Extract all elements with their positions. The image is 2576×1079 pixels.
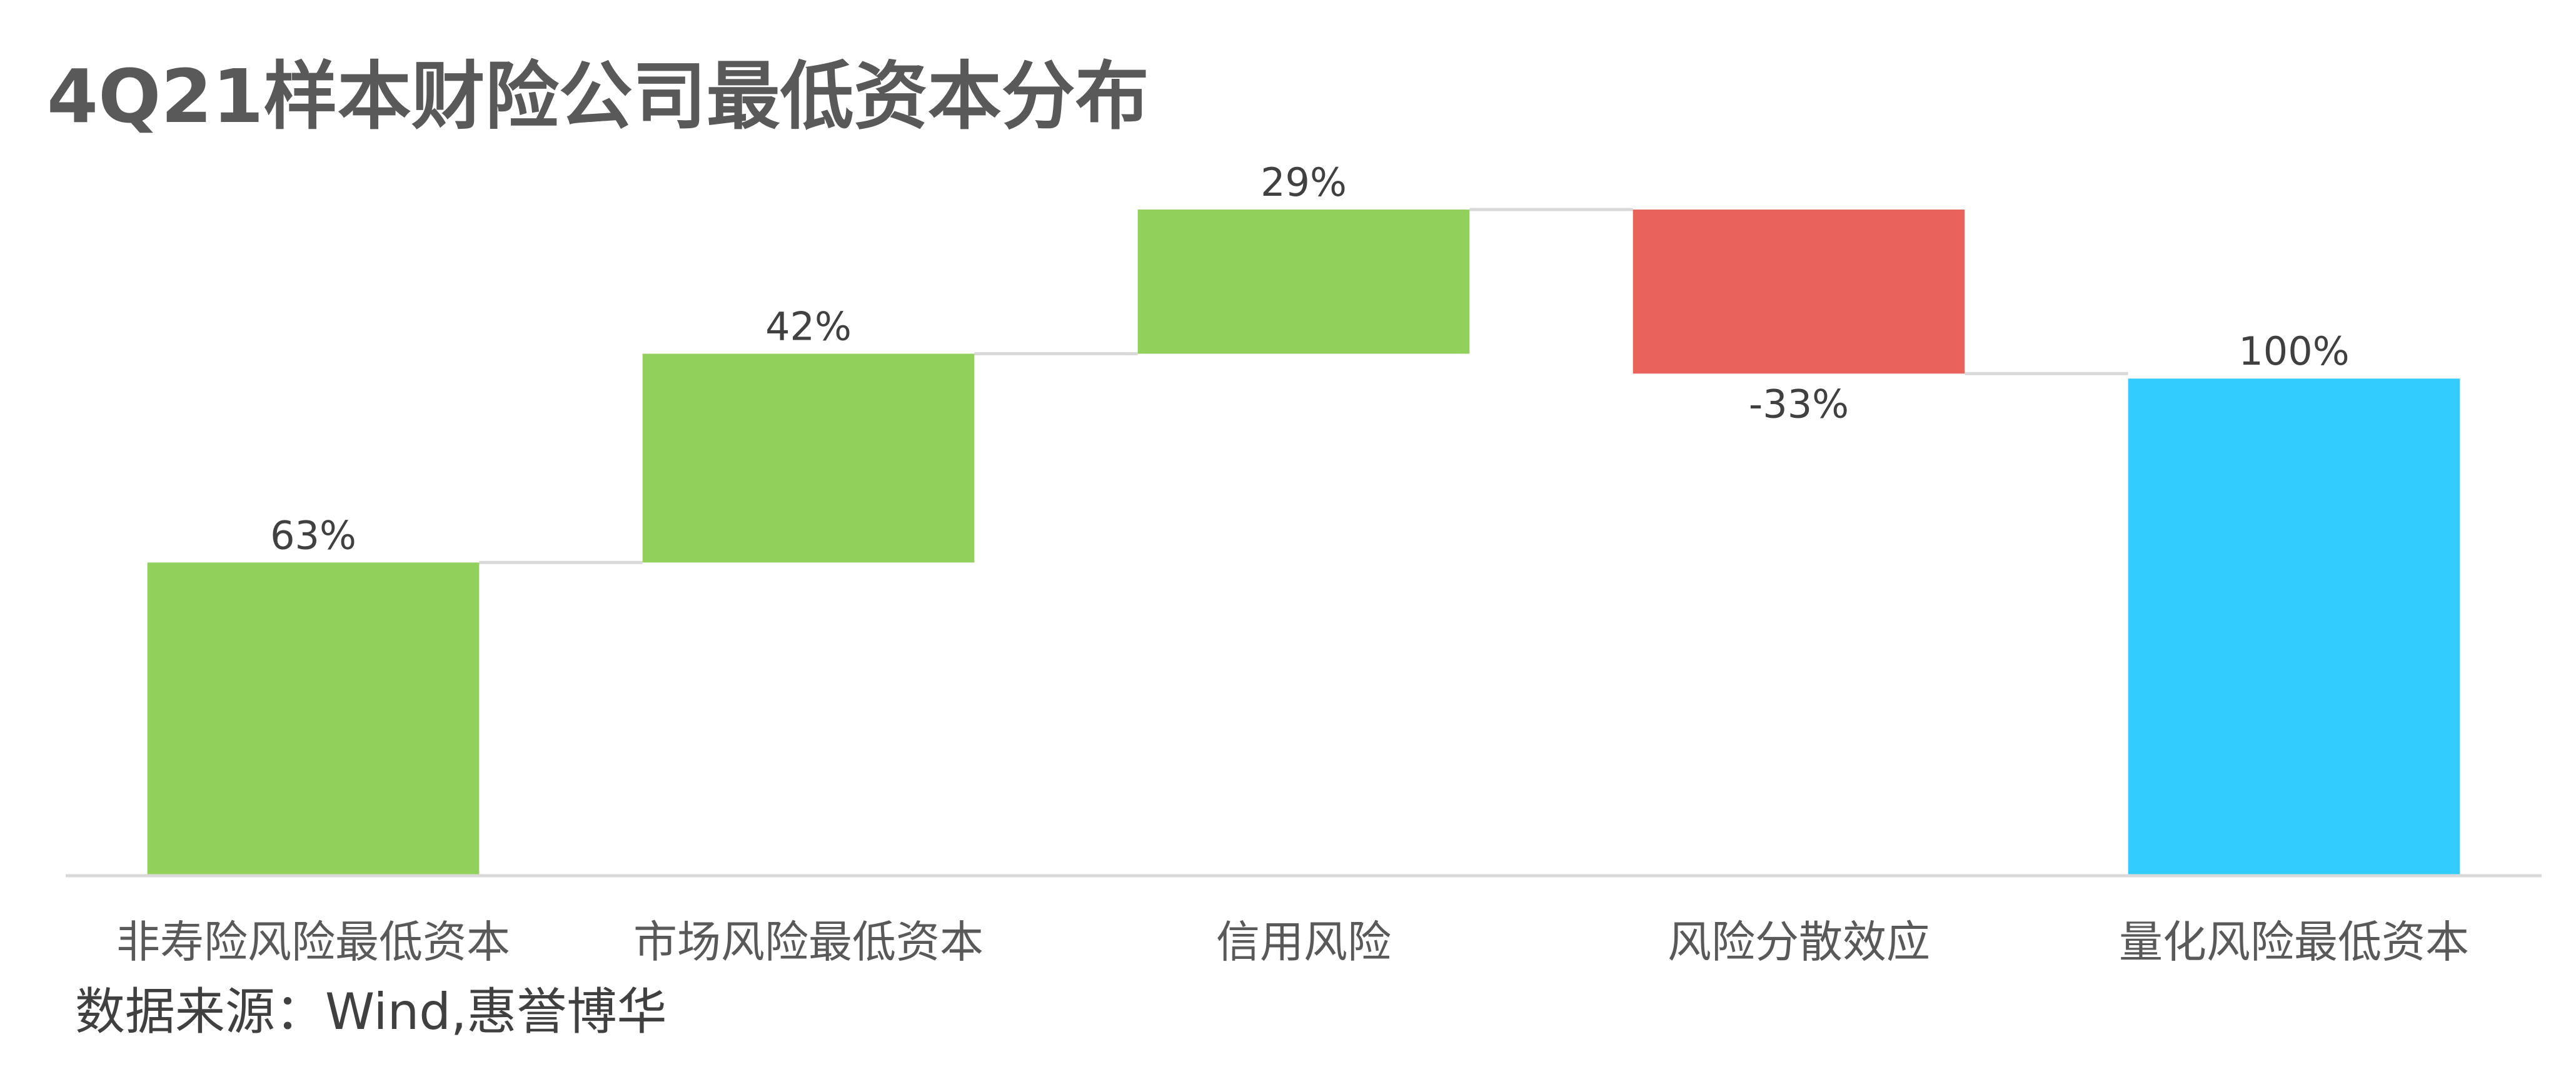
- data-label-4: -33%: [1749, 381, 1849, 427]
- category-label-4: 风险分散效应: [1668, 916, 1930, 968]
- source-note: 数据来源：Wind,惠誉博华: [75, 983, 667, 1041]
- category-label-2: 市场风险最低资本: [633, 916, 984, 968]
- category-label-5: 量化风险最低资本: [2119, 916, 2469, 968]
- data-label-3: 29%: [1260, 160, 1347, 205]
- bar-3: [1137, 210, 1470, 354]
- bar-4: [1633, 210, 1965, 374]
- bar-2: [642, 353, 975, 563]
- category-label-1: 非寿险风险最低资本: [116, 916, 510, 968]
- data-label-1: 63%: [270, 512, 356, 558]
- category-labels-group: 非寿险风险最低资本 市场风险最低资本 信用风险 风险分散效应 量化风险最低资本: [116, 916, 2469, 968]
- category-label-3: 信用风险: [1216, 916, 1391, 968]
- chart-title: 4Q21样本财险公司最低资本分布: [47, 53, 1149, 139]
- connector-lines: [479, 208, 2128, 564]
- data-labels-group: 63% 42% 29% -33% 100%: [270, 160, 2350, 558]
- data-label-2: 42%: [765, 303, 852, 349]
- data-label-5: 100%: [2238, 328, 2349, 374]
- bars-group: [147, 210, 2460, 876]
- bar-1: [147, 562, 480, 876]
- bar-5: [2128, 378, 2460, 876]
